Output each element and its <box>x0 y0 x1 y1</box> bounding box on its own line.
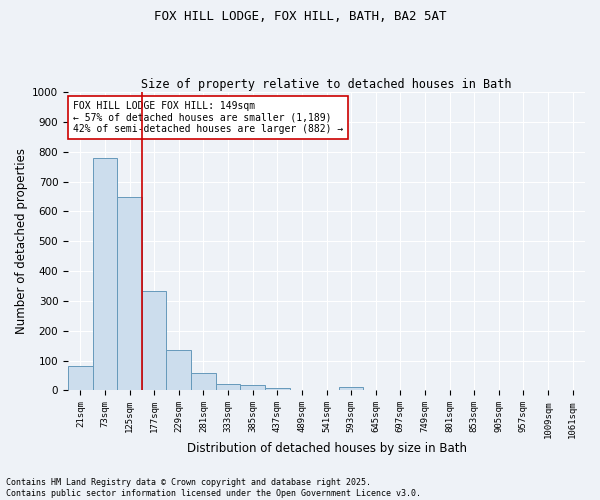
Bar <box>117 197 142 390</box>
Bar <box>68 366 92 390</box>
Bar <box>166 350 191 391</box>
Y-axis label: Number of detached properties: Number of detached properties <box>15 148 28 334</box>
Text: Contains HM Land Registry data © Crown copyright and database right 2025.
Contai: Contains HM Land Registry data © Crown c… <box>6 478 421 498</box>
Bar <box>191 373 216 390</box>
Text: FOX HILL LODGE FOX HILL: 149sqm
← 57% of detached houses are smaller (1,189)
42%: FOX HILL LODGE FOX HILL: 149sqm ← 57% of… <box>73 101 343 134</box>
Bar <box>216 384 241 390</box>
Bar <box>265 388 290 390</box>
X-axis label: Distribution of detached houses by size in Bath: Distribution of detached houses by size … <box>187 442 467 455</box>
Text: FOX HILL LODGE, FOX HILL, BATH, BA2 5AT: FOX HILL LODGE, FOX HILL, BATH, BA2 5AT <box>154 10 446 23</box>
Bar <box>339 387 364 390</box>
Bar <box>92 158 117 390</box>
Bar <box>241 385 265 390</box>
Title: Size of property relative to detached houses in Bath: Size of property relative to detached ho… <box>141 78 512 91</box>
Bar <box>142 290 166 390</box>
